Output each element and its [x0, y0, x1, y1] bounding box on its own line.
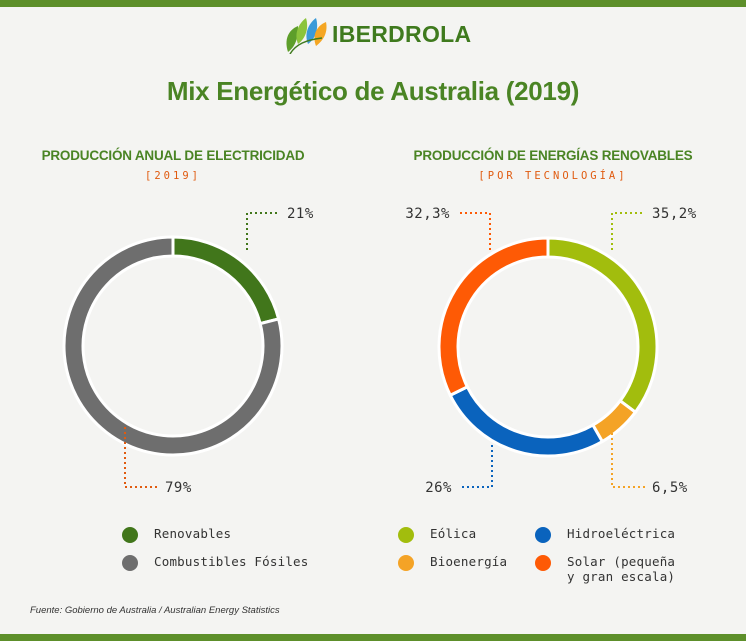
- data-label-eolica: 35,2%: [652, 206, 697, 222]
- donut-slice-eolica: [546, 236, 659, 415]
- data-label-bioenergia: 6,5%: [652, 480, 688, 496]
- right-chart-subtitle: [POR TECNOLOGÍA]: [478, 170, 628, 182]
- iberdrola-logo: IBERDROLA: [282, 14, 471, 54]
- legend-item-combustibles: Combustibles Fósiles: [122, 554, 309, 571]
- legend-label-solar-line2: y gran escala): [567, 569, 676, 584]
- legend-swatch-bioenergia: [398, 555, 414, 571]
- leader-line-combustibles: [124, 427, 158, 488]
- legend-swatch-solar: [535, 555, 551, 571]
- leader-line-eolica: [611, 212, 645, 250]
- data-label-solar: 32,3%: [405, 206, 450, 222]
- data-label-combustibles: 79%: [165, 480, 192, 496]
- donut-slice-renovables: [171, 235, 281, 326]
- legend-item-renovables: Renovables: [122, 526, 231, 543]
- data-label-hidro: 26%: [425, 480, 452, 496]
- right-chart-title: PRODUCCIÓN DE ENERGÍAS RENOVABLES: [413, 148, 693, 163]
- legend-label-combustibles: Combustibles Fósiles: [154, 554, 309, 569]
- left-chart-title: PRODUCCIÓN ANUAL DE ELECTRICIDAD: [41, 148, 305, 163]
- legend-item-hidro: Hidroeléctrica: [535, 526, 675, 543]
- leader-line-bioenergia: [611, 428, 645, 488]
- legend-swatch-hidro: [535, 527, 551, 543]
- legend-item-solar: Solar (pequeña y gran escala): [535, 554, 675, 584]
- legend-item-bioenergia: Bioenergía: [398, 554, 507, 571]
- bottom-bar: [0, 634, 746, 641]
- leader-line-hidro: [459, 445, 493, 488]
- iberdrola-leaf-icon: [286, 18, 327, 54]
- donut-chart-renewables: [437, 236, 659, 458]
- legend-item-eolica: Eólica: [398, 526, 476, 543]
- legend-swatch-eolica: [398, 527, 414, 543]
- top-bar: [0, 0, 746, 7]
- page-title: Mix Energético de Australia (2019): [166, 76, 580, 106]
- leader-line-solar: [457, 212, 491, 250]
- legend-label-hidro: Hidroeléctrica: [567, 526, 676, 541]
- legend-label-solar-line1: Solar (pequeña: [567, 554, 676, 569]
- data-label-renovables: 21%: [287, 206, 314, 222]
- brand-name: IBERDROLA: [332, 20, 472, 47]
- donut-slice-combustibles-fosiles: [62, 235, 284, 457]
- donut-slice-solar-pequena-y-gran-escala: [437, 236, 550, 398]
- leader-line-renovables: [246, 212, 280, 250]
- source-note: Fuente: Gobierno de Australia / Australi…: [30, 605, 280, 616]
- left-chart-subtitle: [2019]: [145, 170, 201, 182]
- legend-swatch-combustibles: [122, 555, 138, 571]
- legend-swatch-renovables: [122, 527, 138, 543]
- legend-label-bioenergia: Bioenergía: [430, 554, 508, 569]
- donut-chart-electricity: [62, 235, 284, 457]
- legend-label-renovables: Renovables: [154, 526, 232, 541]
- donut-slice-hidroelectrica: [448, 384, 605, 458]
- legend-label-eolica: Eólica: [430, 526, 477, 541]
- legend-label-solar: Solar (pequeña y gran escala): [567, 554, 675, 584]
